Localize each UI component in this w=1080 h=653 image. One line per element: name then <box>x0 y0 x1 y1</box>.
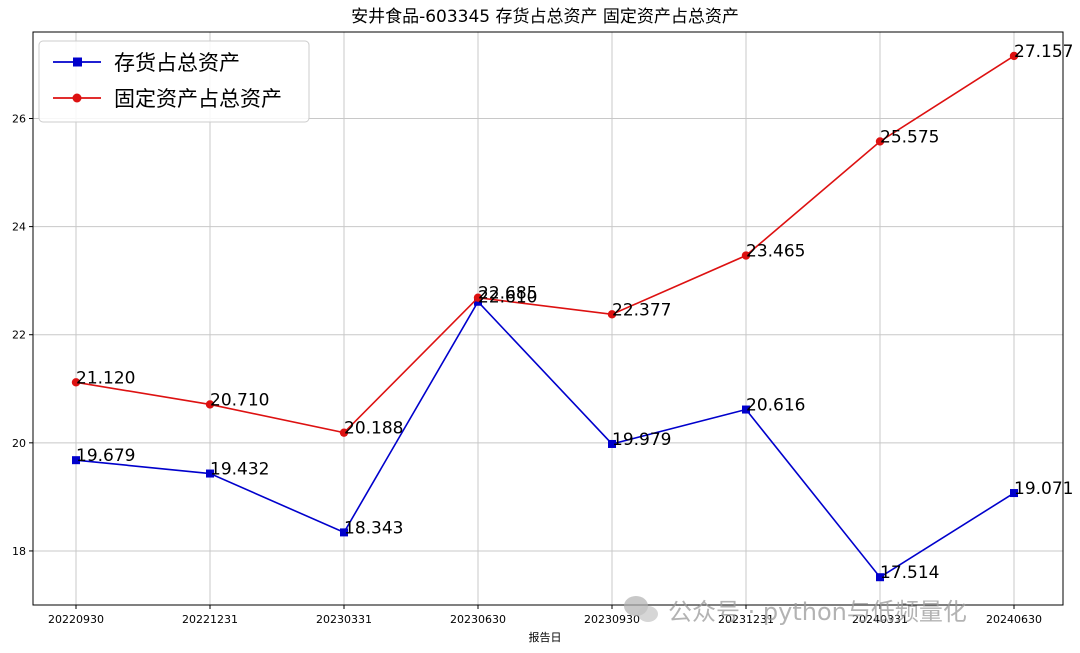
data-point-marker <box>875 137 885 146</box>
data-label: 19.979 <box>612 430 671 450</box>
data-point-marker <box>608 439 616 448</box>
x-tick-label: 20240331 <box>852 613 908 626</box>
data-point-marker <box>71 378 81 387</box>
legend-box <box>38 40 310 123</box>
data-point-marker <box>339 428 349 437</box>
x-axis-label: 报告日 <box>529 630 562 644</box>
data-point-marker <box>205 400 215 409</box>
data-point-marker <box>1010 489 1018 498</box>
data-point-marker <box>206 469 214 478</box>
data-label: 22.610 <box>478 288 537 308</box>
data-point-marker <box>340 528 348 537</box>
data-label: 18.343 <box>344 518 403 538</box>
wechat-icon <box>624 596 658 622</box>
x-tick-label: 20230630 <box>450 613 506 626</box>
watermark-text: 公众号 · python与低频量化 <box>668 598 967 626</box>
data-label: 19.679 <box>76 446 135 466</box>
x-tick-label: 20221231 <box>182 613 238 626</box>
data-label: 22.377 <box>612 300 671 320</box>
data-label: 21.120 <box>76 368 135 388</box>
watermark: 公众号 · python与低频量化 <box>624 596 967 626</box>
legend-label: 固定资产占总资产 <box>114 87 282 111</box>
legend-marker <box>72 93 82 103</box>
data-labels: 19.679 19.432 18.343 22.610 19.979 20.616 17.5… <box>76 42 1073 583</box>
data-label: 17.514 <box>880 563 939 583</box>
x-tick-label: 20230331 <box>316 613 372 626</box>
data-label: 20.616 <box>746 396 805 416</box>
data-point-marker <box>1009 51 1019 61</box>
y-tick-label: 20 <box>12 437 26 450</box>
data-label: 23.465 <box>746 242 805 262</box>
data-label: 19.071 <box>1014 479 1073 499</box>
x-tick-label: 20230930 <box>584 613 640 626</box>
data-label: 19.432 <box>210 460 269 480</box>
x-tick-label: 20220930 <box>48 613 104 626</box>
plot-frame <box>32 31 1064 606</box>
data-label: 20.188 <box>344 419 403 439</box>
data-point-marker <box>741 251 751 260</box>
y-tick-label: 26 <box>12 112 26 125</box>
data-point-marker <box>876 573 884 582</box>
series-layer <box>71 51 1019 582</box>
data-point-marker <box>742 405 750 414</box>
data-label: 20.710 <box>210 390 269 410</box>
data-label: 27.157 <box>1014 42 1073 62</box>
series-line-1 <box>75 300 1015 579</box>
y-tick-label: 24 <box>12 221 26 234</box>
data-label: 22.685 <box>478 284 537 304</box>
series-line-2 <box>75 55 1015 434</box>
y-tick-label: 18 <box>12 545 26 558</box>
data-point-marker <box>607 310 617 319</box>
chart-title: 安井食品-603345 存货占总资产 固定资产占总资产 <box>351 7 739 27</box>
x-tick-label: 20240630 <box>986 613 1042 626</box>
axis-ticks: 20220930 20221231 20230331 20230630 20230930… <box>12 112 1042 626</box>
legend-label: 存货占总资产 <box>114 51 240 75</box>
legend-marker <box>73 57 82 67</box>
x-tick-label: 20231231 <box>718 613 774 626</box>
data-label: 25.575 <box>880 127 939 147</box>
data-point-marker <box>473 293 483 302</box>
y-tick-label: 22 <box>12 329 26 342</box>
data-point-marker <box>72 456 80 465</box>
